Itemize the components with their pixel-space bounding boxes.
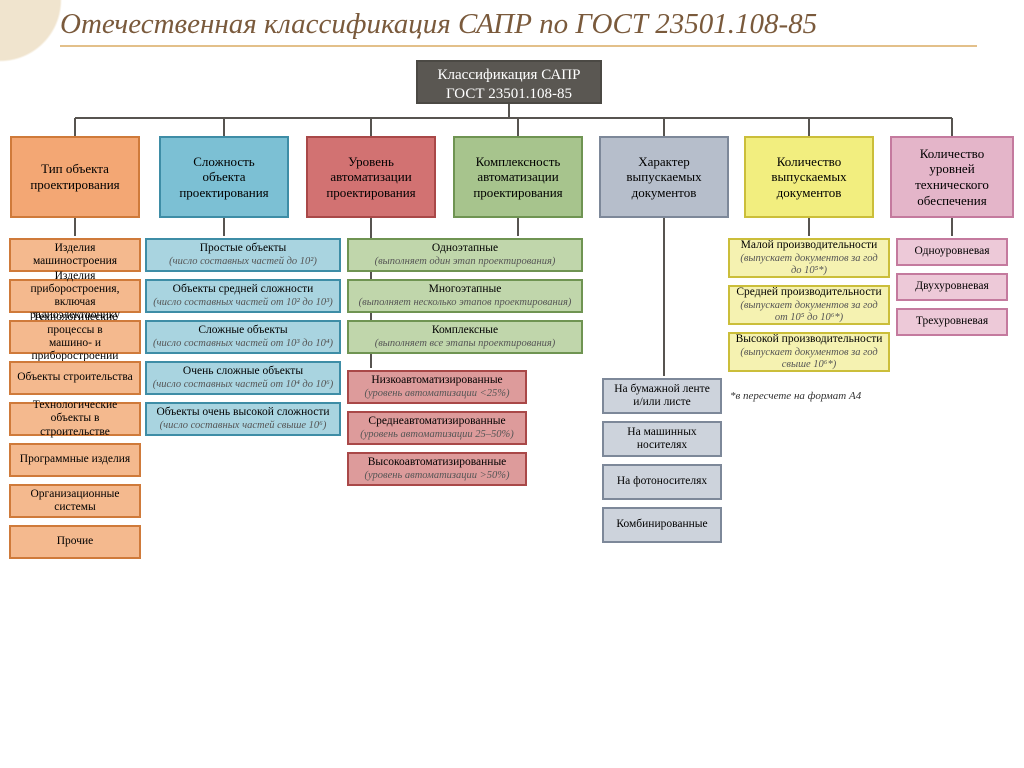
item-autocomplex-0: Одноэтапные(выполняет один этап проектир… xyxy=(347,238,583,272)
item-levels-2: Трехуровневая xyxy=(896,308,1008,336)
item-complexity-0: Простые объекты(число составных частей д… xyxy=(145,238,341,272)
item-type-1: Изделия приборостроения,включая радиоэле… xyxy=(9,279,141,313)
root-line2: ГОСТ 23501.108-85 xyxy=(428,85,590,104)
item-type-2: Технологические процессы вмашино- и приб… xyxy=(9,320,141,354)
root-line1: Классификация САПР xyxy=(428,66,590,85)
item-docchar-1: На машинныхносителях xyxy=(602,421,722,457)
item-doccount-1: Средней производительности(выпускает док… xyxy=(728,285,890,325)
item-docchar-3: Комбинированные xyxy=(602,507,722,543)
item-levels-0: Одноуровневая xyxy=(896,238,1008,266)
item-docchar-0: На бумажной лентеи/или листе xyxy=(602,378,722,414)
category-doccount: Количествовыпускаемыхдокументов xyxy=(744,136,874,218)
item-docchar-2: На фотоносителях xyxy=(602,464,722,500)
category-autocomplex: Комплексностьавтоматизациипроектирования xyxy=(453,136,583,218)
page-title: Отечественная классификация САПР по ГОСТ… xyxy=(60,6,977,47)
item-complexity-2: Сложные объекты(число составных частей о… xyxy=(145,320,341,354)
item-autolevel-1: Среднеавтоматизированные(уровень автомат… xyxy=(347,411,527,445)
item-type-5: Программные изделия xyxy=(9,443,141,477)
category-complexity: Сложностьобъектапроектирования xyxy=(159,136,289,218)
category-levels: Количествоуровнейтехническогообеспечения xyxy=(890,136,1014,218)
item-autocomplex-2: Комплексные(выполняет все этапы проектир… xyxy=(347,320,583,354)
classification-chart: Классификация САПРГОСТ 23501.108-85 Тип о… xyxy=(4,60,1020,764)
item-doccount-0: Малой производительности(выпускает докум… xyxy=(728,238,890,278)
item-autocomplex-1: Многоэтапные(выполняет несколько этапов … xyxy=(347,279,583,313)
item-levels-1: Двухуровневая xyxy=(896,273,1008,301)
category-type: Тип объектапроектирования xyxy=(10,136,140,218)
item-type-3: Объекты строительства xyxy=(9,361,141,395)
item-complexity-4: Объекты очень высокой сложности(число со… xyxy=(145,402,341,436)
root-box: Классификация САПРГОСТ 23501.108-85 xyxy=(416,60,602,104)
item-autolevel-2: Высокоавтоматизированные(уровень автомат… xyxy=(347,452,527,486)
item-type-7: Прочие xyxy=(9,525,141,559)
item-doccount-2: Высокой производительности(выпускает док… xyxy=(728,332,890,372)
footnote: *в пересчете на формат А4 xyxy=(730,390,861,402)
item-type-4: Технологические объекты встроительстве xyxy=(9,402,141,436)
item-autolevel-0: Низкоавтоматизированные(уровень автомати… xyxy=(347,370,527,404)
item-complexity-3: Очень сложные объекты(число составных ча… xyxy=(145,361,341,395)
category-autolevel: Уровеньавтоматизациипроектирования xyxy=(306,136,436,218)
category-docchar: Характервыпускаемыхдокументов xyxy=(599,136,729,218)
item-type-0: Изделия машиностроения xyxy=(9,238,141,272)
item-complexity-1: Объекты средней сложности(число составны… xyxy=(145,279,341,313)
item-type-6: Организационные системы xyxy=(9,484,141,518)
